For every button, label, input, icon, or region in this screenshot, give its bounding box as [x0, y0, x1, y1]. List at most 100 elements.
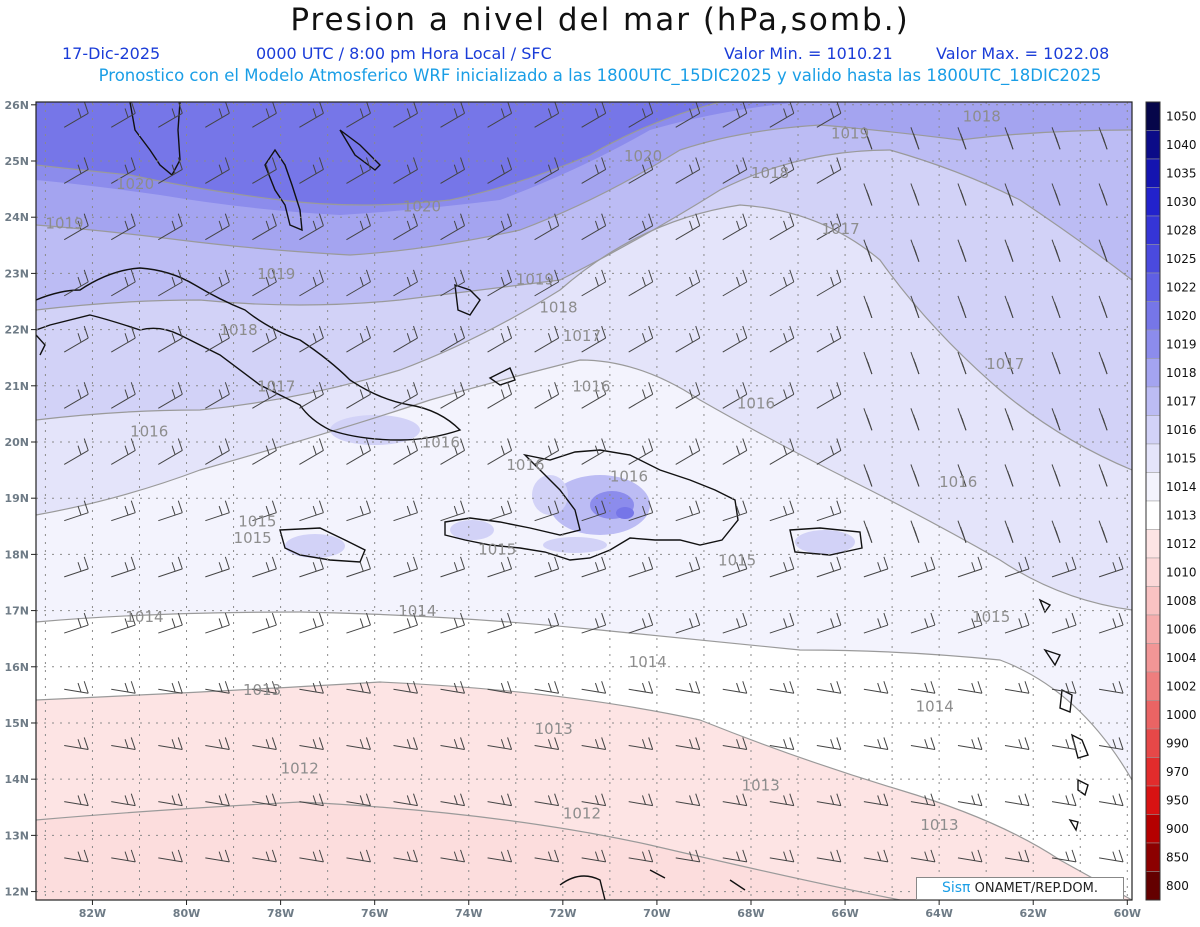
colorbar-segment — [1145, 728, 1161, 758]
wind-barb — [1051, 239, 1061, 262]
isobar-label: 1013 — [535, 720, 573, 738]
wind-barb — [675, 612, 701, 634]
wind-barb — [910, 408, 920, 431]
wind-barb — [440, 269, 466, 297]
wind-barb — [64, 793, 89, 807]
latitude-labels: 26N 25N 24N 23N 22N 21N 20N 19N 18N 17N 16N 15N 14N 1… — [4, 99, 29, 899]
colorbar-label: 1040 — [1166, 138, 1197, 152]
wind-barb — [816, 793, 842, 807]
wind-barb — [346, 612, 371, 634]
wind-barb — [252, 325, 277, 353]
wind-barb — [910, 295, 920, 319]
wind-barb — [957, 127, 967, 150]
colorbar-label: 1010 — [1166, 565, 1197, 579]
colorbar-label: 1015 — [1166, 451, 1197, 465]
wind-barb — [628, 269, 654, 297]
wind-barb — [581, 612, 607, 634]
wind-barb — [581, 102, 607, 128]
wind-barb — [957, 183, 967, 206]
lat-label: 25N — [4, 155, 29, 168]
wind-barb — [393, 213, 418, 241]
wind-barb — [63, 213, 89, 241]
wind-barb — [628, 612, 654, 634]
wind-barb — [722, 737, 748, 750]
wind-barb — [534, 325, 560, 353]
colorbar-label: 1017 — [1166, 394, 1197, 408]
wind-barb — [769, 849, 795, 863]
wind-barb — [769, 612, 795, 634]
wind-barb — [863, 849, 889, 863]
wind-barb — [252, 382, 277, 409]
wind-barb — [158, 325, 183, 353]
wind-barb — [252, 793, 277, 807]
colorbar-label: 850 — [1166, 850, 1189, 864]
wind-barb — [675, 556, 701, 578]
lat-label: 19N — [4, 492, 29, 505]
wind-barb — [346, 793, 371, 807]
wind-barb — [628, 102, 654, 128]
lon-label: 80W — [173, 907, 200, 920]
wind-barb — [675, 737, 701, 750]
wind-barb — [769, 500, 795, 522]
lat-label: 12N — [4, 886, 29, 899]
date-label: 17-Dic-2025 — [62, 44, 161, 63]
wind-barb — [1004, 239, 1014, 262]
coastlines — [36, 102, 1089, 900]
wind-barb — [910, 849, 936, 863]
wind-barb — [440, 849, 466, 863]
isobar-label: 1020 — [624, 147, 662, 165]
colorbar-label: 1014 — [1166, 480, 1197, 494]
lat-label: 21N — [4, 380, 29, 393]
wind-barb — [816, 102, 842, 128]
wind-barb — [64, 737, 89, 750]
wind-barb — [252, 849, 277, 863]
lat-label: 14N — [4, 773, 29, 786]
wind-barb — [816, 681, 842, 694]
wind-barb — [205, 157, 230, 184]
wind-barb — [769, 269, 795, 297]
colorbar-label: 1008 — [1166, 594, 1197, 608]
wind-barb — [581, 737, 607, 750]
wind-barb — [440, 737, 466, 750]
lon-label: 72W — [549, 907, 576, 920]
wind-barb — [1098, 520, 1108, 543]
wind-barb — [675, 500, 701, 522]
wind-barb — [722, 325, 748, 353]
wind-barb — [63, 325, 89, 353]
wind-barb — [769, 213, 795, 241]
wind-barb — [205, 612, 230, 634]
wind-barb — [628, 438, 654, 465]
colorbar-segment — [1145, 187, 1161, 217]
wind-barb — [63, 157, 89, 184]
colorbar-segment — [1145, 671, 1161, 701]
wind-barb — [299, 102, 324, 128]
wind-barb — [299, 382, 324, 409]
isobar-label: 1015 — [972, 608, 1010, 626]
credit-text: ONAMET/REP.DOM. — [970, 881, 1099, 896]
wind-barb — [816, 382, 842, 409]
wind-barb — [1004, 351, 1014, 375]
wind-barb — [534, 737, 560, 750]
isobar-label: 1015 — [234, 529, 272, 547]
wind-barb — [1004, 408, 1014, 431]
isobar-label: 1016 — [572, 377, 610, 395]
wind-barb — [816, 556, 842, 578]
wind-barb — [957, 681, 983, 694]
wind-barb — [628, 382, 654, 409]
isobar-label: 1017 — [563, 327, 601, 345]
wind-barb — [205, 213, 230, 241]
wind-barb — [863, 351, 873, 375]
lon-label: 64W — [925, 907, 952, 920]
wind-barb — [393, 325, 418, 353]
wind-barb — [111, 438, 136, 465]
lon-label: 70W — [643, 907, 670, 920]
colorbar-label: 1028 — [1166, 223, 1197, 237]
wind-barb — [675, 269, 701, 297]
wind-barb — [205, 325, 230, 353]
wind-barb — [1004, 793, 1030, 807]
wind-barb — [534, 681, 560, 694]
wind-barb — [722, 438, 748, 465]
colorbar-label: 1019 — [1166, 337, 1197, 351]
wind-barb — [957, 239, 967, 262]
wind-barb — [205, 556, 230, 578]
